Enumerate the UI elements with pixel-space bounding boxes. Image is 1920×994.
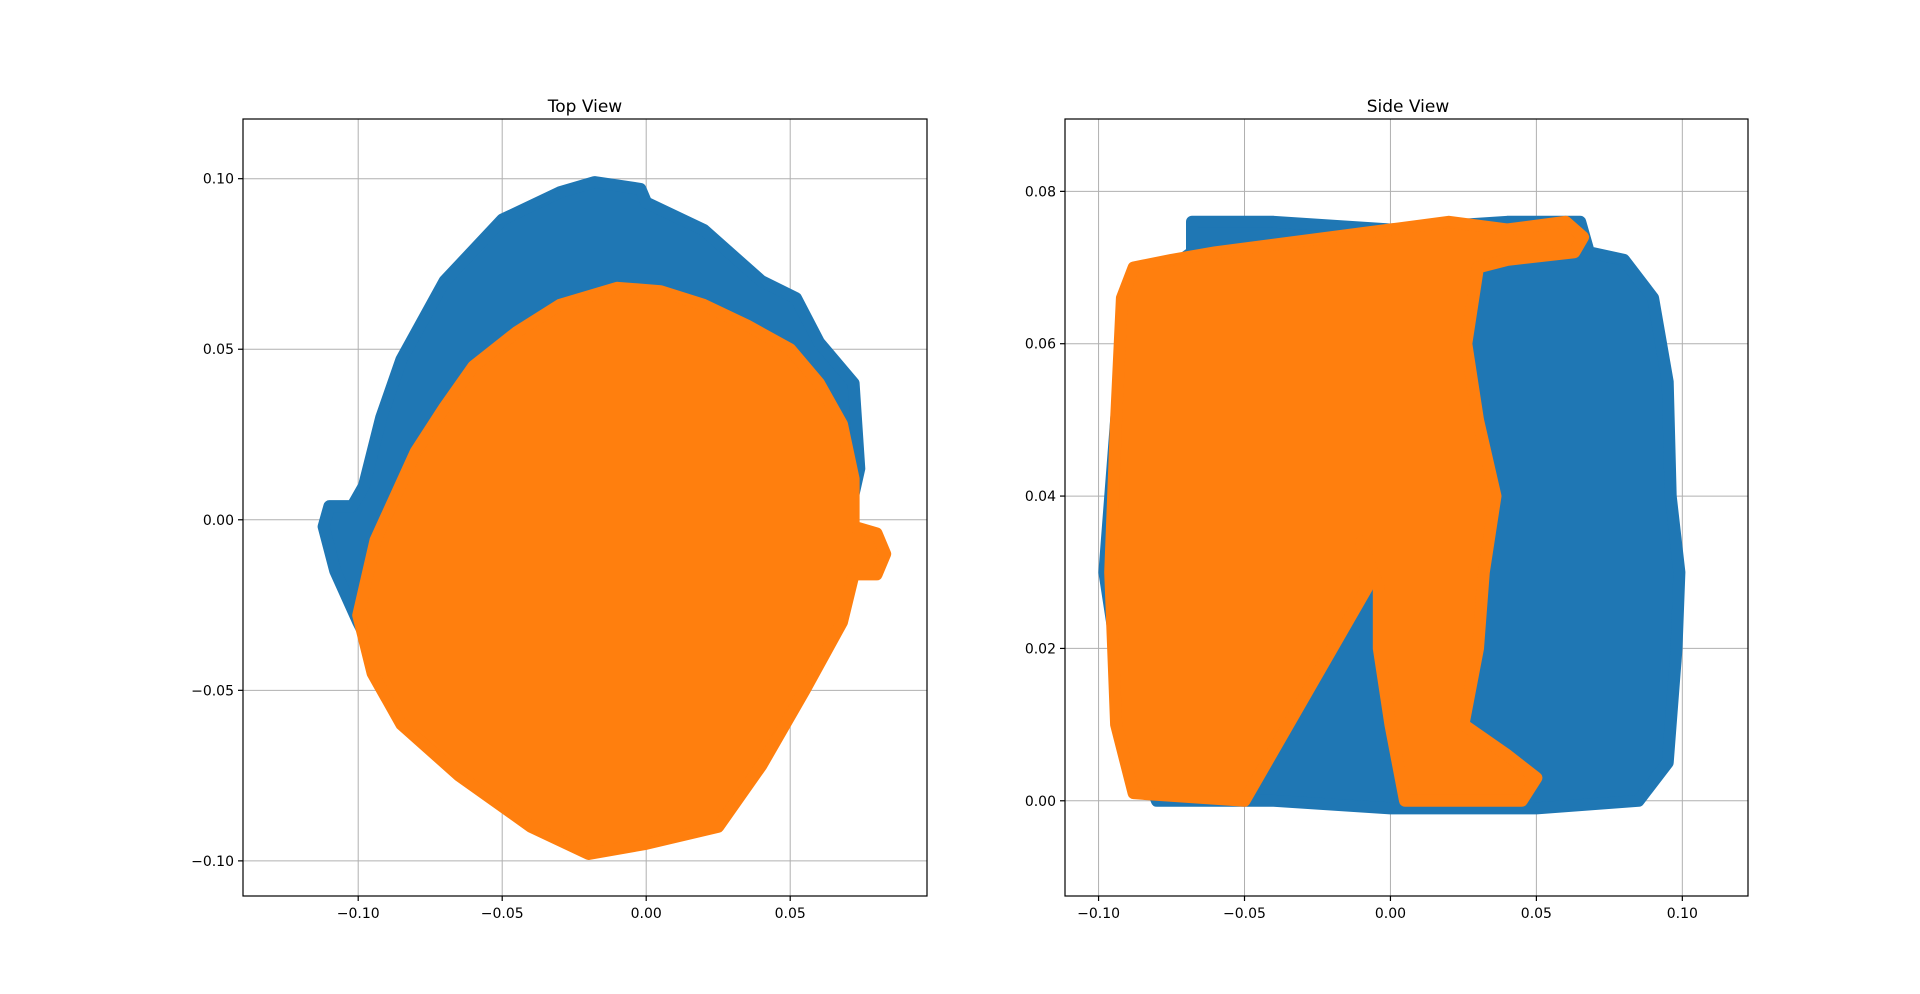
top-view-series-2-points (352, 281, 892, 860)
top-view-x-tick-label: −0.05 (481, 906, 524, 922)
top-view-title: Top View (547, 97, 623, 117)
side-view-panel: Side View −0.10 −0.05 0.00 0.05 0.10 0.00 0.02… (1025, 97, 1749, 922)
top-view-y-tick-label: 0.00 (203, 513, 234, 529)
side-view-y-tick-label: 0.08 (1025, 184, 1056, 200)
side-view-x-tick-label: 0.10 (1667, 906, 1698, 922)
top-view-y-tick-label: 0.05 (203, 342, 234, 358)
top-view-y-tick-label: −0.10 (191, 854, 234, 870)
top-view-plot-area (317, 176, 892, 860)
side-view-x-tick-label: −0.05 (1223, 906, 1266, 922)
top-view-x-tick-label: −0.10 (337, 906, 380, 922)
side-view-x-tick-label: 0.05 (1521, 906, 1552, 922)
top-view-x-tick-label: 0.00 (631, 906, 662, 922)
top-view-y-tick-label: 0.10 (203, 172, 234, 188)
top-view-panel: Top View −0.10 −0.05 0.00 0.05 −0.10 −0.05 0.0… (191, 97, 928, 922)
side-view-series-2-points (1104, 215, 1590, 807)
top-view-x-tick-label: 0.05 (775, 906, 806, 922)
side-view-y-tick-label: 0.02 (1025, 641, 1056, 657)
side-view-y-tick-label: 0.04 (1025, 489, 1056, 505)
side-view-x-tick-label: 0.00 (1375, 906, 1406, 922)
side-view-plot-area (1098, 215, 1686, 815)
side-view-y-tick-label: 0.06 (1025, 337, 1056, 353)
top-view-y-tick-label: −0.05 (191, 683, 234, 699)
side-view-title: Side View (1367, 97, 1450, 117)
side-view-y-tick-label: 0.00 (1025, 794, 1056, 810)
side-view-x-tick-label: −0.10 (1077, 906, 1120, 922)
top-view-axes-frame (242, 118, 928, 897)
side-view-axes-frame (1064, 118, 1749, 897)
